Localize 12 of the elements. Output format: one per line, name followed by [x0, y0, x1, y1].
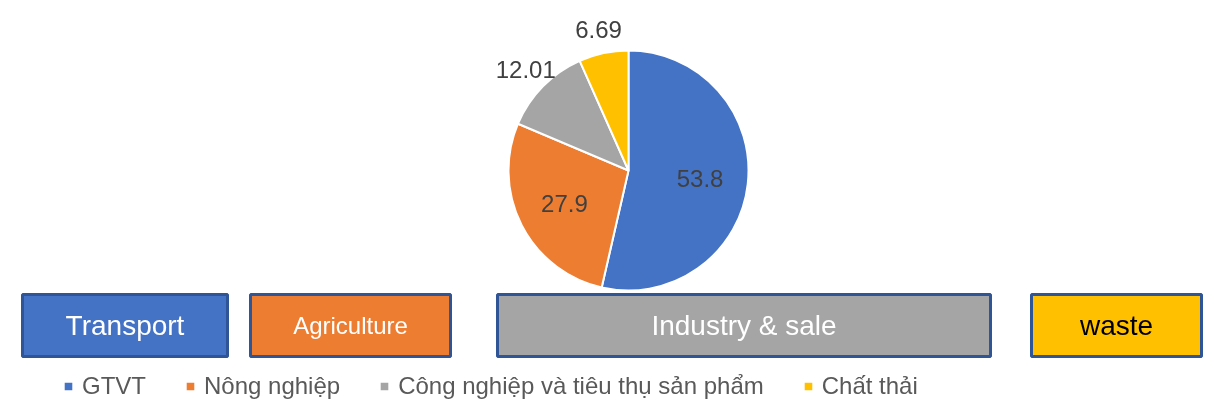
data-label: 27.9 [541, 189, 588, 217]
legend-label: Chất thải [821, 372, 918, 400]
legend-label: Công nghiệp và tiêu thụ sản phẩm [398, 372, 764, 400]
data-label: 6.69 [575, 16, 622, 44]
legend-label: Nông nghiệp [204, 372, 341, 400]
text: Transport [65, 310, 185, 341]
data-label: 53.8 [676, 165, 724, 193]
text: Agriculture [293, 312, 408, 339]
text: waste [1078, 310, 1154, 341]
text: Industry & sale [651, 310, 837, 341]
legend-label: GTVT [82, 372, 146, 400]
data-label: 12.01 [495, 56, 556, 84]
